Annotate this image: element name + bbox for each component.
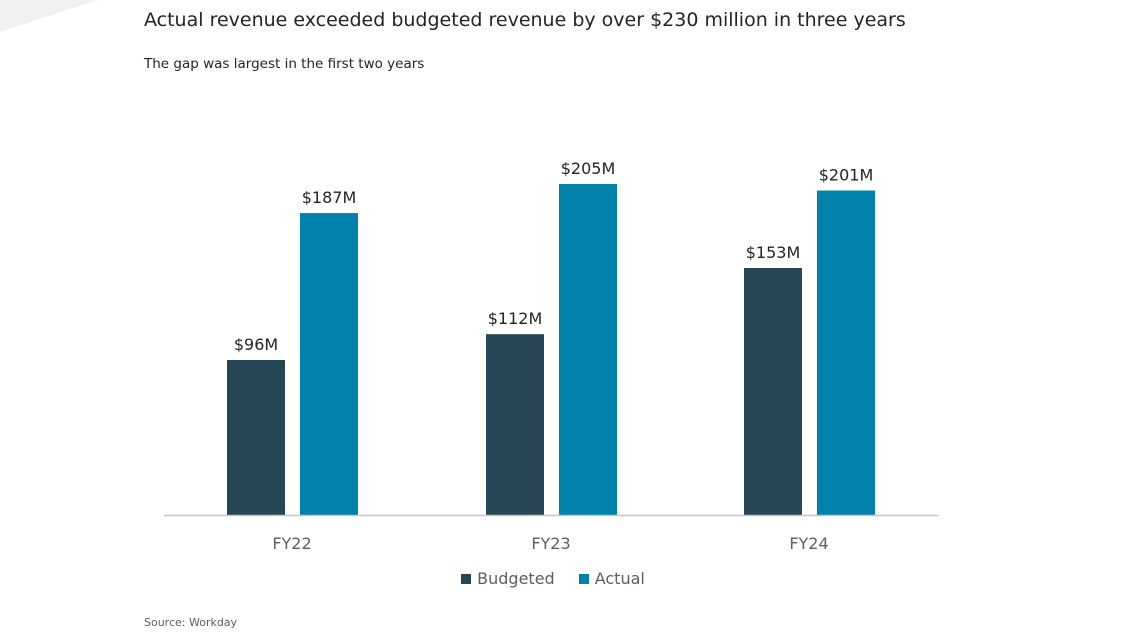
chart-subtitle: The gap was largest in the first two yea… (144, 56, 425, 72)
x-tick-label-fy24: FY24 (789, 534, 828, 553)
corner-decoration (0, 0, 98, 32)
x-tick-label-fy22: FY22 (272, 534, 311, 553)
legend-label-actual: Actual (594, 569, 645, 588)
data-label-actual-fy24: $201M (819, 166, 874, 185)
x-tick-label-fy23: FY23 (531, 534, 570, 553)
legend-label-budgeted: Budgeted (477, 569, 555, 588)
bar-actual-fy22[interactable] (300, 213, 358, 515)
data-label-actual-fy23: $205M (561, 159, 616, 178)
source-note: Source: Workday (144, 616, 238, 629)
bar-budgeted-fy22[interactable] (227, 360, 285, 515)
legend-item-actual[interactable]: Actual (578, 569, 645, 588)
data-label-budgeted-fy24: $153M (746, 243, 801, 262)
bar-budgeted-fy23[interactable] (486, 334, 544, 515)
data-label-actual-fy22: $187M (302, 188, 357, 207)
chart-legend: Budgeted Actual (0, 569, 1106, 588)
bar-actual-fy23[interactable] (559, 184, 617, 515)
bar-budgeted-fy24[interactable] (744, 268, 802, 515)
data-label-budgeted-fy23: $112M (488, 309, 543, 328)
chart-title: Actual revenue exceeded budgeted revenue… (144, 9, 906, 31)
data-label-budgeted-fy22: $96M (234, 335, 278, 354)
legend-swatch-actual (578, 573, 589, 584)
legend-item-budgeted[interactable]: Budgeted (461, 569, 555, 588)
legend-swatch-budgeted (461, 573, 472, 584)
bar-actual-fy24[interactable] (817, 190, 875, 516)
